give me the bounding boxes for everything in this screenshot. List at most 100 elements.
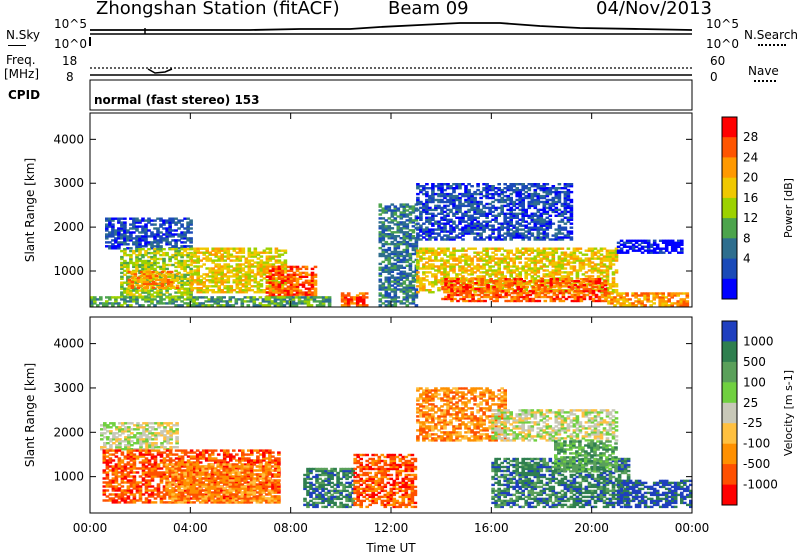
data-cell bbox=[437, 226, 441, 229]
data-cell bbox=[446, 261, 450, 264]
data-cell bbox=[646, 245, 651, 248]
data-cell bbox=[464, 226, 468, 229]
data-cell bbox=[214, 291, 218, 294]
data-cell bbox=[358, 292, 363, 295]
data-cell bbox=[298, 275, 303, 278]
data-cell bbox=[476, 251, 480, 254]
data-cell bbox=[611, 277, 616, 280]
data-cell bbox=[611, 291, 616, 294]
data-cell bbox=[153, 223, 157, 226]
data-cell bbox=[545, 273, 550, 276]
data-cell bbox=[112, 438, 116, 441]
data-cell bbox=[646, 243, 651, 246]
data-cell bbox=[446, 259, 450, 262]
data-cell bbox=[393, 217, 398, 220]
data-cell bbox=[510, 284, 514, 287]
data-cell bbox=[396, 258, 401, 262]
data-cell bbox=[419, 277, 423, 280]
data-cell bbox=[611, 283, 616, 286]
data-cell bbox=[461, 226, 465, 229]
data-cell bbox=[180, 281, 184, 284]
data-cell bbox=[390, 304, 395, 307]
data-cell bbox=[467, 214, 471, 217]
data-cell bbox=[189, 223, 193, 226]
data-cell bbox=[159, 231, 163, 234]
data-cell bbox=[670, 241, 675, 244]
data-cell bbox=[165, 291, 169, 294]
data-cell bbox=[685, 300, 690, 303]
data-cell bbox=[150, 267, 154, 271]
data-cell bbox=[159, 291, 163, 294]
data-cell bbox=[503, 257, 507, 260]
data-cell bbox=[661, 296, 665, 299]
data-cell bbox=[139, 280, 144, 284]
data-cell bbox=[120, 287, 124, 290]
data-cell bbox=[408, 280, 413, 283]
data-cell bbox=[504, 282, 508, 285]
data-cell bbox=[163, 280, 168, 284]
data-cell bbox=[492, 282, 496, 285]
data-cell bbox=[265, 263, 270, 266]
data-cell bbox=[304, 291, 309, 294]
data-cell bbox=[309, 296, 314, 299]
data-cell bbox=[471, 299, 475, 303]
data-cell bbox=[154, 274, 159, 278]
data-cell bbox=[447, 293, 451, 297]
data-cell bbox=[416, 253, 420, 256]
data-cell bbox=[408, 274, 413, 277]
data-cell bbox=[670, 296, 674, 299]
data-cell bbox=[461, 218, 465, 221]
data-cell bbox=[479, 222, 483, 225]
data-cell bbox=[455, 216, 459, 219]
data-cell bbox=[569, 210, 574, 214]
data-cell bbox=[288, 298, 293, 301]
data-cell bbox=[509, 216, 513, 219]
data-cell bbox=[503, 200, 507, 204]
data-cell bbox=[174, 229, 178, 232]
data-cell bbox=[111, 233, 115, 236]
data-cell bbox=[171, 239, 175, 242]
data-cell bbox=[144, 223, 148, 226]
data-cell bbox=[582, 278, 587, 281]
data-cell bbox=[549, 280, 554, 283]
data-cell bbox=[217, 279, 221, 282]
data-cell bbox=[540, 295, 545, 299]
data-cell bbox=[199, 259, 203, 262]
data-cell bbox=[408, 213, 413, 216]
data-cell bbox=[516, 291, 520, 295]
data-cell bbox=[539, 257, 544, 260]
data-cell bbox=[138, 237, 142, 240]
data-cell bbox=[548, 271, 553, 274]
data-cell bbox=[537, 291, 542, 295]
data-cell bbox=[470, 271, 474, 274]
data-cell bbox=[244, 273, 249, 276]
data-cell bbox=[600, 285, 605, 289]
data-cell bbox=[470, 206, 474, 210]
data-cell bbox=[677, 243, 681, 246]
data-cell bbox=[265, 251, 270, 254]
data-cell bbox=[279, 296, 284, 299]
data-cell bbox=[247, 249, 252, 252]
data-cell bbox=[579, 285, 584, 289]
data-cell bbox=[166, 272, 171, 276]
data-cell bbox=[557, 236, 562, 239]
data-cell bbox=[575, 277, 580, 280]
data-cell bbox=[498, 287, 502, 291]
data-cell bbox=[135, 249, 139, 253]
data-cell bbox=[482, 247, 486, 250]
data-cell bbox=[527, 267, 532, 270]
data-cell bbox=[581, 259, 586, 262]
data-cell bbox=[465, 291, 469, 295]
data-cell bbox=[444, 278, 448, 281]
data-cell bbox=[611, 251, 616, 254]
data-cell bbox=[479, 210, 483, 214]
data-cell bbox=[405, 219, 410, 222]
data-cell bbox=[524, 265, 528, 268]
data-cell bbox=[446, 271, 450, 274]
data-cell bbox=[114, 241, 118, 244]
data-cell bbox=[381, 302, 386, 305]
data-cell bbox=[274, 269, 279, 273]
data-cell bbox=[123, 233, 127, 236]
data-cell bbox=[570, 280, 575, 283]
